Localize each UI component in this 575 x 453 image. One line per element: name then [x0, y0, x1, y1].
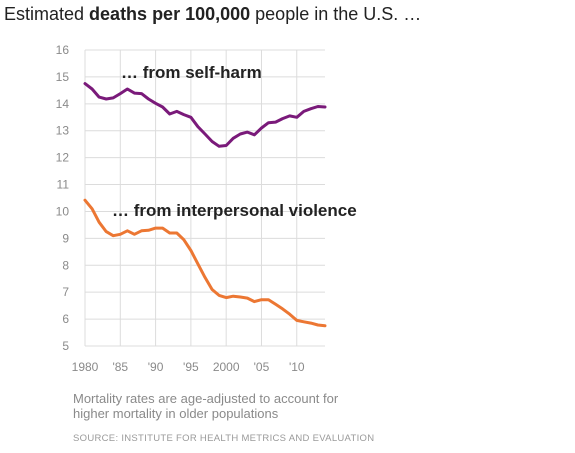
- line-chart: 5 6 7 8 9 10 11 12 13 14 15 16 1980 '85 '90 '95 2000 '05…: [56, 43, 357, 374]
- chart-title: Estimated deaths per 100,000 people in t…: [4, 4, 421, 25]
- x-tick-label: '85: [112, 360, 128, 374]
- y-tick-label: 8: [62, 258, 69, 272]
- chart-title-prefix: Estimated: [4, 4, 90, 24]
- y-axis-ticks: 5 6 7 8 9 10 11 12 13 14 15 16: [56, 43, 70, 353]
- y-tick-label: 9: [62, 231, 69, 245]
- y-tick-label: 6: [62, 312, 69, 326]
- series-line-2: [83, 198, 327, 328]
- x-tick-label: 1980: [72, 360, 99, 374]
- y-tick-label: 10: [56, 204, 70, 218]
- chart-title-suffix: people in the U.S. …: [250, 4, 422, 24]
- y-tick-label: 13: [56, 124, 70, 138]
- y-tick-label: 11: [57, 178, 70, 192]
- series-label-2: … from interpersonal violence: [112, 201, 357, 220]
- chart-series-lines: [83, 82, 327, 328]
- chart-note: Mortality rates are age-adjusted to acco…: [73, 391, 339, 421]
- x-tick-label: 2000: [213, 360, 240, 374]
- series-line-1: [83, 82, 327, 148]
- chart-source: SOURCE: INSTITUTE FOR HEALTH METRICS AND…: [73, 433, 375, 444]
- y-tick-label: 15: [56, 70, 70, 84]
- series-label-1: … from self-harm: [121, 63, 262, 82]
- x-tick-label: '05: [254, 360, 270, 374]
- y-tick-label: 5: [62, 339, 69, 353]
- chart-title-emphasis: deaths per 100,000: [89, 4, 251, 24]
- y-tick-label: 16: [56, 43, 70, 57]
- y-tick-label: 12: [56, 151, 70, 165]
- y-tick-label: 7: [62, 285, 69, 299]
- chart-series-labels: … from self-harm … from interpersonal vio…: [112, 63, 357, 220]
- x-tick-label: '10: [289, 360, 305, 374]
- x-tick-label: '95: [183, 360, 199, 374]
- x-axis-ticks: 1980 '85 '90 '95 2000 '05 '10: [72, 360, 305, 374]
- x-tick-label: '90: [148, 360, 164, 374]
- y-tick-label: 14: [56, 97, 70, 111]
